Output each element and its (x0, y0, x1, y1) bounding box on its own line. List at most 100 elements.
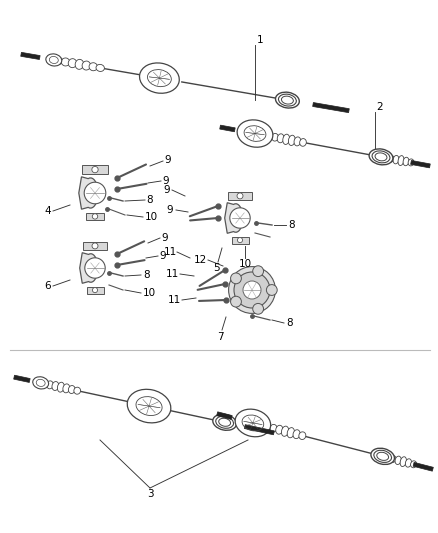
Ellipse shape (300, 139, 306, 146)
Ellipse shape (288, 135, 295, 146)
Ellipse shape (82, 61, 91, 70)
Text: 10: 10 (238, 259, 251, 269)
Ellipse shape (213, 414, 237, 430)
Ellipse shape (33, 377, 49, 389)
Ellipse shape (299, 432, 306, 440)
Circle shape (237, 193, 243, 199)
Polygon shape (21, 52, 40, 60)
Text: 9: 9 (164, 185, 170, 195)
Ellipse shape (375, 153, 387, 161)
FancyBboxPatch shape (232, 237, 248, 244)
Ellipse shape (372, 151, 390, 163)
Circle shape (237, 238, 243, 243)
Ellipse shape (287, 427, 294, 438)
Text: 4: 4 (45, 206, 51, 216)
FancyBboxPatch shape (228, 192, 252, 200)
Ellipse shape (398, 156, 404, 166)
Circle shape (92, 287, 98, 293)
Ellipse shape (410, 461, 417, 468)
Ellipse shape (74, 387, 81, 394)
Text: 11: 11 (163, 247, 177, 257)
Ellipse shape (390, 456, 396, 463)
Ellipse shape (57, 382, 64, 392)
Ellipse shape (219, 418, 230, 426)
Polygon shape (220, 125, 235, 132)
Ellipse shape (393, 156, 399, 164)
Text: 9: 9 (162, 233, 168, 243)
Polygon shape (217, 412, 232, 419)
Ellipse shape (293, 430, 300, 439)
Text: 5: 5 (213, 263, 219, 273)
Circle shape (92, 243, 98, 249)
Text: 9: 9 (160, 251, 166, 261)
Circle shape (229, 266, 276, 313)
Ellipse shape (400, 457, 406, 466)
Circle shape (92, 166, 98, 173)
Text: 6: 6 (45, 281, 51, 291)
Circle shape (230, 208, 250, 228)
Text: 8: 8 (287, 318, 293, 328)
Polygon shape (80, 253, 98, 284)
Ellipse shape (276, 425, 283, 434)
Ellipse shape (127, 389, 171, 423)
Polygon shape (313, 102, 349, 112)
Circle shape (85, 258, 105, 278)
Ellipse shape (277, 134, 284, 143)
Text: 10: 10 (145, 212, 158, 222)
Ellipse shape (282, 426, 289, 437)
Ellipse shape (294, 137, 301, 146)
FancyBboxPatch shape (83, 241, 107, 250)
Circle shape (243, 281, 261, 299)
Ellipse shape (405, 459, 412, 467)
Text: 9: 9 (162, 176, 170, 186)
Ellipse shape (403, 157, 409, 166)
Text: 9: 9 (167, 205, 173, 215)
Ellipse shape (96, 64, 104, 71)
Ellipse shape (75, 59, 84, 69)
Text: 8: 8 (147, 195, 153, 205)
Text: 3: 3 (147, 489, 153, 499)
Text: 12: 12 (193, 255, 207, 265)
Ellipse shape (89, 63, 98, 71)
FancyBboxPatch shape (82, 165, 108, 174)
Circle shape (253, 266, 264, 277)
Ellipse shape (395, 456, 401, 464)
Ellipse shape (46, 381, 53, 389)
Text: 11: 11 (166, 269, 179, 279)
Ellipse shape (377, 453, 389, 461)
FancyBboxPatch shape (86, 213, 104, 220)
Polygon shape (14, 375, 30, 383)
Ellipse shape (216, 416, 233, 429)
Ellipse shape (388, 155, 394, 162)
Ellipse shape (63, 384, 70, 393)
Ellipse shape (282, 96, 293, 104)
Text: 2: 2 (377, 102, 383, 112)
Ellipse shape (276, 92, 299, 108)
Ellipse shape (68, 385, 75, 393)
Ellipse shape (369, 149, 393, 165)
Ellipse shape (272, 133, 278, 141)
Ellipse shape (54, 57, 63, 64)
Text: 1: 1 (257, 35, 263, 45)
Ellipse shape (41, 380, 48, 387)
Polygon shape (411, 160, 430, 168)
Text: 8: 8 (289, 220, 295, 230)
Ellipse shape (237, 120, 273, 147)
Ellipse shape (46, 54, 62, 66)
Circle shape (234, 272, 270, 308)
Text: 9: 9 (165, 155, 171, 165)
Circle shape (230, 273, 241, 284)
Circle shape (92, 214, 98, 219)
Ellipse shape (279, 94, 297, 106)
Circle shape (266, 285, 277, 295)
Ellipse shape (408, 159, 414, 166)
Circle shape (230, 296, 241, 307)
Text: 7: 7 (217, 332, 223, 342)
Circle shape (253, 303, 264, 314)
Polygon shape (244, 425, 274, 435)
Ellipse shape (140, 63, 179, 93)
Text: 10: 10 (142, 288, 155, 298)
Ellipse shape (371, 448, 395, 464)
Polygon shape (225, 203, 243, 233)
Ellipse shape (235, 409, 271, 437)
